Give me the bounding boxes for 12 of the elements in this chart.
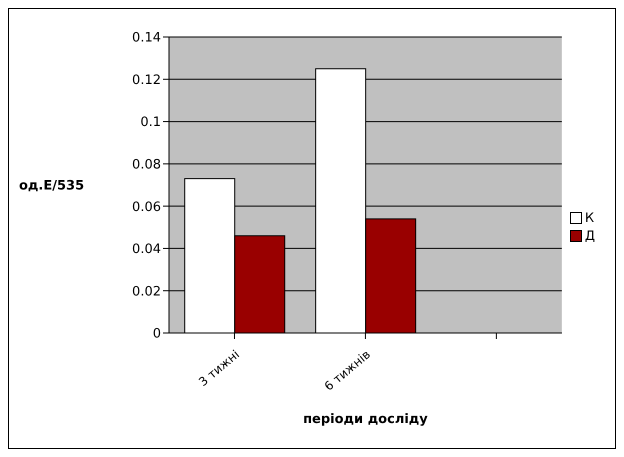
y-tick-label: 0.04 [132,242,161,258]
legend-label: Д [584,228,595,244]
legend-label: К [584,210,594,226]
y-axis-title: од.Е/535 [19,178,84,194]
y-tick-label: 0 [152,326,161,342]
y-tick-label: 0.06 [132,200,161,215]
y-tick-label: 0.14 [132,30,161,46]
y-tick-label: 0.1 [140,115,161,130]
y-tick-label: 0.12 [132,72,161,88]
x-axis-title: періоди досліду [303,412,428,427]
y-tick-label: 0.08 [132,157,161,172]
y-tick-label: 0.02 [132,284,161,300]
